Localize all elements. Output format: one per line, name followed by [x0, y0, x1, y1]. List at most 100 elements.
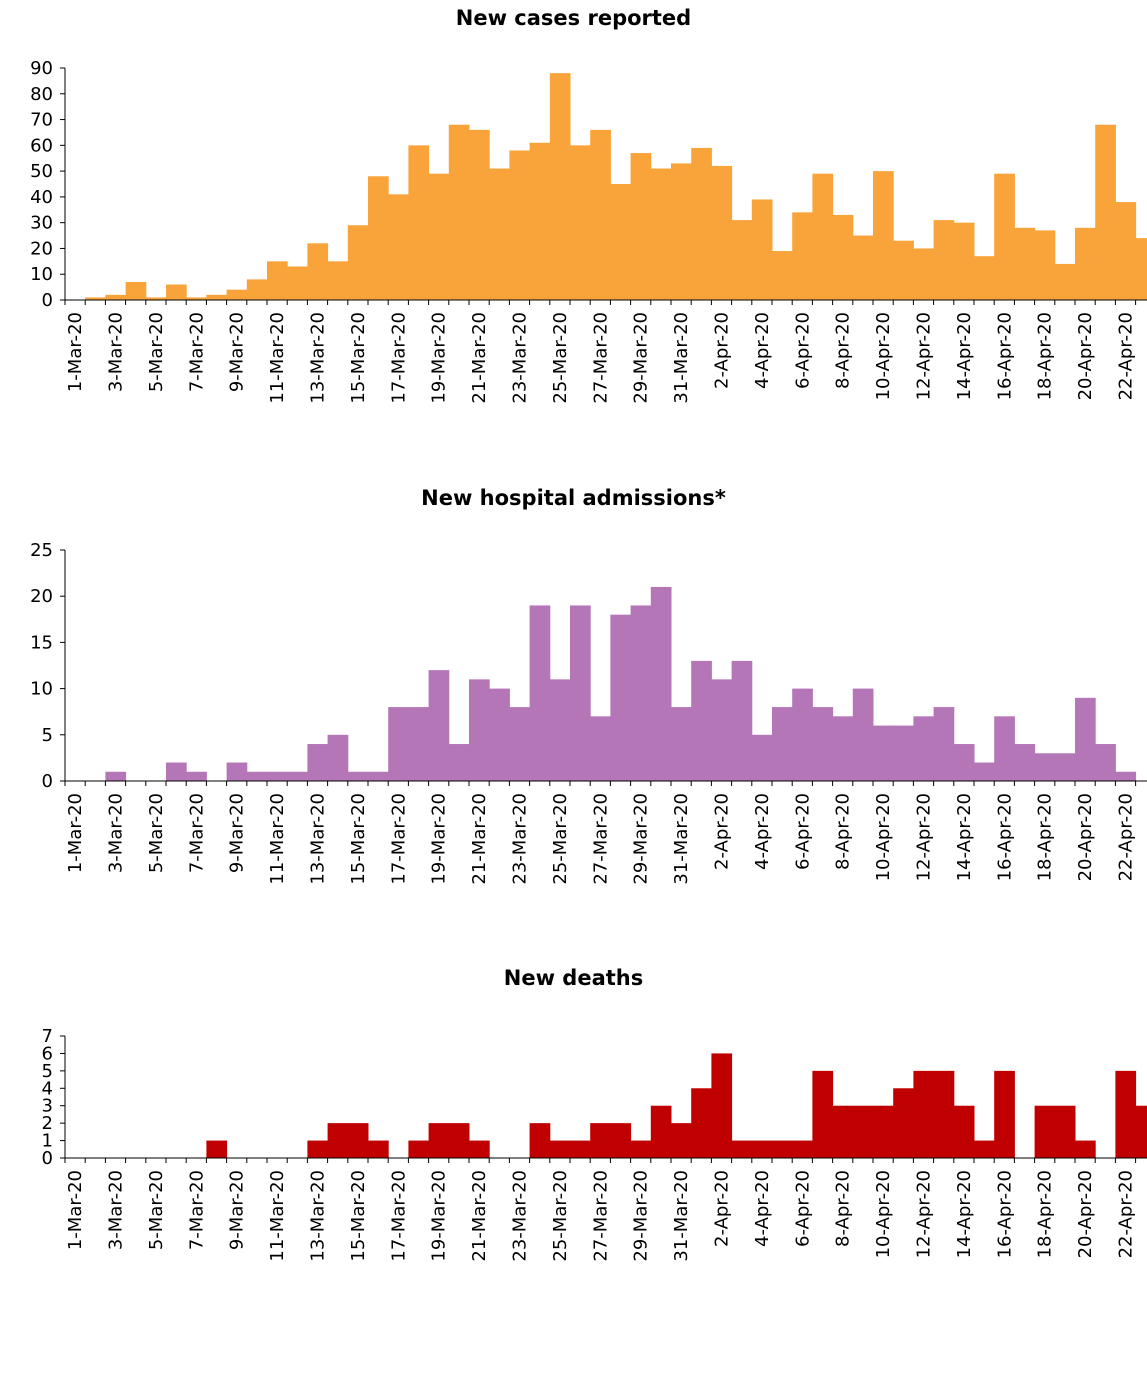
bar [166, 762, 187, 781]
x-tick-label: 20-Apr-20 [1075, 312, 1096, 400]
x-tick-label: 31-Mar-20 [671, 1170, 692, 1262]
x-tick-label: 25-Mar-20 [550, 793, 571, 885]
bar [832, 214, 854, 300]
x-tick-label: 23-Mar-20 [510, 793, 531, 885]
x-tick-label: 11-Mar-20 [267, 793, 288, 885]
x-tick-label: 12-Apr-20 [914, 312, 935, 400]
bar [610, 184, 632, 300]
bar [590, 129, 611, 300]
bar [913, 716, 935, 781]
x-tick-label: 29-Mar-20 [631, 1170, 652, 1262]
bar [428, 670, 450, 781]
y-tick-label: 15 [30, 632, 53, 653]
bar [893, 240, 914, 300]
bar [671, 163, 692, 300]
bar [347, 225, 369, 300]
bar [1014, 227, 1036, 300]
bar [570, 1140, 591, 1158]
bar [1115, 1070, 1137, 1158]
bar [85, 297, 106, 300]
bar [1135, 1105, 1147, 1158]
x-tick-label: 18-Apr-20 [1035, 1170, 1056, 1258]
y-tick-label: 7 [42, 1026, 53, 1047]
bar [570, 145, 591, 300]
bar [751, 199, 773, 300]
bar [953, 1105, 975, 1158]
bar [529, 142, 551, 300]
bar [792, 212, 813, 300]
x-tick-label: 6-Apr-20 [792, 1170, 813, 1247]
x-tick-label: 10-Apr-20 [873, 312, 894, 400]
y-tick-label: 30 [30, 213, 53, 234]
y-tick-label: 3 [42, 1096, 53, 1117]
bar [650, 168, 672, 300]
bar [1034, 230, 1056, 300]
y-tick-label: 90 [30, 58, 53, 79]
bar [489, 688, 510, 781]
bar [246, 771, 268, 781]
bar [327, 261, 349, 300]
bar [1075, 227, 1096, 300]
x-tick-label: 14-Apr-20 [954, 312, 975, 400]
bar [549, 73, 571, 301]
bar [267, 261, 288, 300]
bar [408, 1140, 430, 1158]
bar [287, 771, 308, 781]
bar [751, 1140, 773, 1158]
x-tick-label: 3-Mar-20 [106, 1170, 127, 1250]
bar [388, 194, 409, 300]
x-tick-label: 10-Apr-20 [873, 1170, 894, 1258]
bar [974, 762, 995, 781]
y-tick-label: 0 [42, 771, 53, 792]
bar [1095, 744, 1116, 781]
y-tick-label: 50 [30, 161, 53, 182]
bar [145, 297, 167, 300]
x-tick-label: 9-Mar-20 [227, 312, 248, 392]
bar [812, 707, 834, 781]
bar [852, 235, 874, 300]
x-tick-label: 9-Mar-20 [227, 793, 248, 873]
bar [792, 1140, 813, 1158]
bar [852, 688, 874, 781]
y-tick-label: 5 [42, 1061, 53, 1082]
x-tick-label: 9-Mar-20 [227, 1170, 248, 1250]
x-tick-label: 1-Mar-20 [65, 312, 86, 392]
x-tick-label: 13-Mar-20 [308, 793, 329, 885]
x-tick-label: 8-Apr-20 [833, 312, 854, 389]
chart-new-deaths: New deaths 0 1 2 3 4 5 6 7 1-Mar-20 3-Mar-20 5-Mar… [0, 960, 1147, 1398]
bar [125, 281, 147, 300]
y-tick-label: 80 [30, 84, 53, 105]
bar [469, 1140, 490, 1158]
bar [529, 1123, 551, 1158]
y-tick-label: 60 [30, 135, 53, 156]
bar [408, 707, 430, 781]
x-tick-label: 31-Mar-20 [671, 793, 692, 885]
bar [549, 679, 571, 781]
bar [1115, 202, 1137, 300]
x-tick-label: 13-Mar-20 [308, 312, 329, 404]
bar [913, 1070, 935, 1158]
y-tick-label: 20 [30, 586, 53, 607]
bar [226, 762, 248, 781]
bar [873, 1105, 894, 1158]
x-tick-label: 4-Apr-20 [752, 793, 773, 870]
bar [408, 145, 430, 300]
x-tick-label: 15-Mar-20 [348, 1170, 369, 1262]
bar [933, 1070, 955, 1158]
bar [650, 586, 672, 781]
x-tick-label: 21-Mar-20 [469, 793, 490, 885]
x-tick-label: 21-Mar-20 [469, 312, 490, 404]
bar [327, 1123, 349, 1158]
bar [731, 1140, 753, 1158]
bar [832, 716, 854, 781]
y-tick-label: 40 [30, 187, 53, 208]
chart-new-hospital-admissions: New hospital admissions* 0 5 10 15 20 25 1-Mar… [0, 480, 1147, 940]
bar [933, 220, 955, 300]
chart-new-cases: New cases reported 0 10 20 30 40 50 60 70 80 90 1-… [0, 0, 1147, 470]
y-tick-label: 5 [42, 725, 53, 746]
y-tick-label: 10 [30, 264, 53, 285]
x-tick-label: 20-Apr-20 [1075, 793, 1096, 881]
x-tick-label: 7-Mar-20 [186, 312, 207, 392]
x-tick-label: 8-Apr-20 [833, 793, 854, 870]
